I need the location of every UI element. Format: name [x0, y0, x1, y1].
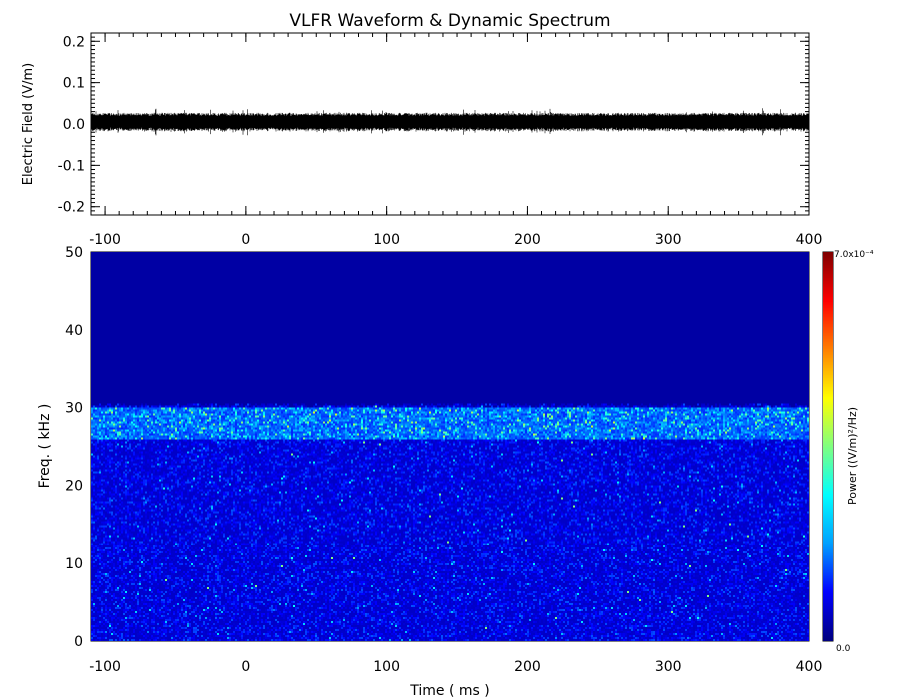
- chart-title: VLFR Waveform & Dynamic Spectrum: [289, 11, 610, 31]
- waveform-panel: -0.2 -0.1 0.0 0.1 0.2 Electric Field (V/m) -…: [21, 32, 822, 248]
- colorbar-max-label: 7.0x10⁻⁴: [834, 250, 874, 260]
- colorbar-min-label: 0.0: [836, 644, 851, 654]
- spectrogram-y-tick-label: 10: [65, 556, 83, 572]
- waveform-x-tick-label: 300: [655, 232, 682, 248]
- waveform-y-tick-label: 0.1: [63, 76, 85, 92]
- spectrogram-y-axis-label: Freq. ( kHz ): [37, 404, 53, 489]
- spectrogram-y-tick-label: 0: [74, 634, 83, 650]
- waveform-x-tick-label: 100: [373, 232, 400, 248]
- waveform-y-tick-label: 0.0: [63, 117, 85, 133]
- colorbar-label: Power ((V/m)²/Hz): [846, 407, 859, 505]
- spectrogram-x-tick-label: 400: [796, 659, 823, 675]
- waveform-x-tick-label: 0: [241, 232, 250, 248]
- waveform-x-tick-label: 200: [514, 232, 541, 248]
- spectrogram-x-tick-label: -100: [89, 659, 121, 675]
- waveform-series-line: [90, 108, 810, 136]
- waveform-y-tick-labels: -0.2 -0.1 0.0 0.1 0.2: [58, 34, 85, 215]
- spectrogram-x-tick-labels: -100 0 100 200 300 400: [89, 659, 822, 675]
- spectrogram-y-tick-label: 30: [65, 401, 83, 417]
- waveform-y-axis-label: Electric Field (V/m): [21, 63, 36, 186]
- waveform-x-tick-label: -100: [89, 232, 121, 248]
- waveform-y-tick-label: -0.1: [58, 158, 85, 174]
- waveform-y-tick-label: -0.2: [58, 200, 85, 216]
- spectrogram-y-tick-label: 50: [65, 245, 83, 261]
- spectrogram-x-axis-label: Time ( ms ): [409, 683, 489, 699]
- colorbar-gradient: [823, 252, 833, 641]
- spectrogram-y-tick-labels: 0 10 20 30 40 50: [65, 245, 83, 650]
- spectrogram-y-tick-label: 20: [65, 478, 83, 494]
- spectrogram-y-tick-label: 40: [65, 323, 83, 339]
- waveform-x-tick-labels: -100 0 100 200 300 400: [89, 232, 822, 248]
- spectrogram-x-tick-label: 100: [373, 659, 400, 675]
- waveform-trace: [90, 108, 810, 136]
- spectrogram-x-tick-label: 200: [514, 659, 541, 675]
- spectrogram-x-tick-label: 0: [241, 659, 250, 675]
- waveform-y-tick-label: 0.2: [63, 34, 85, 50]
- waveform-ticks: [90, 32, 810, 216]
- spectrogram-x-tick-label: 300: [655, 659, 682, 675]
- waveform-x-tick-label: 400: [796, 232, 823, 248]
- spectrogram-heatmap: [91, 252, 809, 641]
